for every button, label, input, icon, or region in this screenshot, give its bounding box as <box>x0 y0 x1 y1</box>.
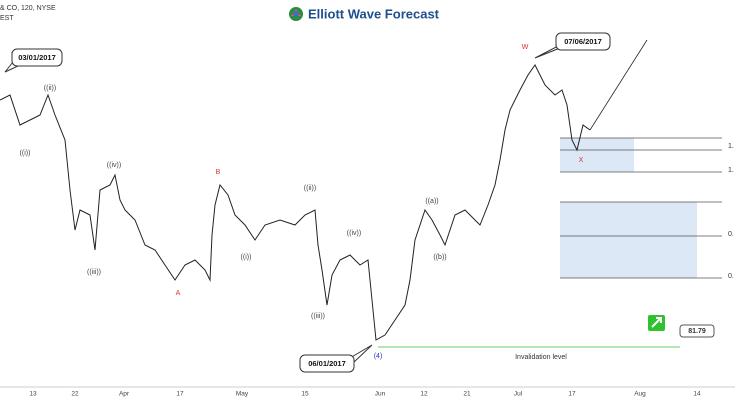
wave-label: ((iv)) <box>107 162 121 169</box>
x-tick-label: 17 <box>568 391 576 398</box>
x-tick-label: Apr <box>119 391 130 398</box>
callout-text: 06/01/2017 <box>308 359 346 368</box>
wave-label: (4) <box>374 353 383 360</box>
callout: 07/06/2017 <box>534 32 611 59</box>
logo-text: Elliott Wave Forecast <box>308 6 440 21</box>
x-tick-label: 15 <box>301 391 309 398</box>
target-box <box>560 138 634 172</box>
wave-label: A <box>176 290 181 297</box>
projection <box>589 39 648 131</box>
price-label: 81.79 <box>688 328 706 335</box>
wave-label: ((a)) <box>425 198 438 205</box>
x-tick-label: 12 <box>420 391 428 398</box>
fib-label: 0. <box>728 231 734 238</box>
fib-label: 1. <box>728 143 734 150</box>
invalidation-text: Invalidation level <box>515 354 567 361</box>
wave-label: W <box>522 44 529 51</box>
wave-label: ((i)) <box>241 254 252 261</box>
callout: 06/01/2017 <box>299 344 373 373</box>
x-tick-label: 21 <box>463 391 471 398</box>
price-line <box>0 64 591 341</box>
wave-label: ((iii)) <box>87 269 101 276</box>
x-tick-label: May <box>236 391 249 398</box>
wave-label: ((i)) <box>20 150 31 157</box>
target-box <box>560 202 697 278</box>
x-tick-label: 17 <box>176 391 184 398</box>
logo: Elliott Wave Forecast <box>289 6 440 21</box>
wave-label: ((iv)) <box>347 230 361 237</box>
price-box <box>679 324 715 338</box>
x-tick-label: 22 <box>71 391 79 398</box>
icon-arrow <box>651 317 662 328</box>
wave-label: ((iii)) <box>311 313 325 320</box>
suffix: EST <box>0 15 14 22</box>
symbol: & CO, 120, NYSE <box>0 5 56 12</box>
wave-label: X <box>579 157 584 164</box>
x-tick-label: Aug <box>634 391 646 398</box>
x-tick-label: Jul <box>514 391 523 398</box>
callout-text: 07/06/2017 <box>564 37 602 46</box>
x-tick-label: Jun <box>375 391 386 398</box>
wave-label: B <box>216 169 221 176</box>
callout-text: 03/01/2017 <box>18 53 56 62</box>
x-tick-label: 13 <box>29 391 37 398</box>
wave-label: ((ii)) <box>44 85 56 92</box>
fib-label: 1. <box>728 167 734 174</box>
fib-lines <box>560 137 722 279</box>
wave-label: ((ii)) <box>304 185 316 192</box>
wave-label: ((b)) <box>433 254 446 261</box>
x-tick-label: 14 <box>693 391 701 398</box>
callout: 03/01/2017 <box>4 48 63 73</box>
fib-label: 0. <box>728 273 734 280</box>
